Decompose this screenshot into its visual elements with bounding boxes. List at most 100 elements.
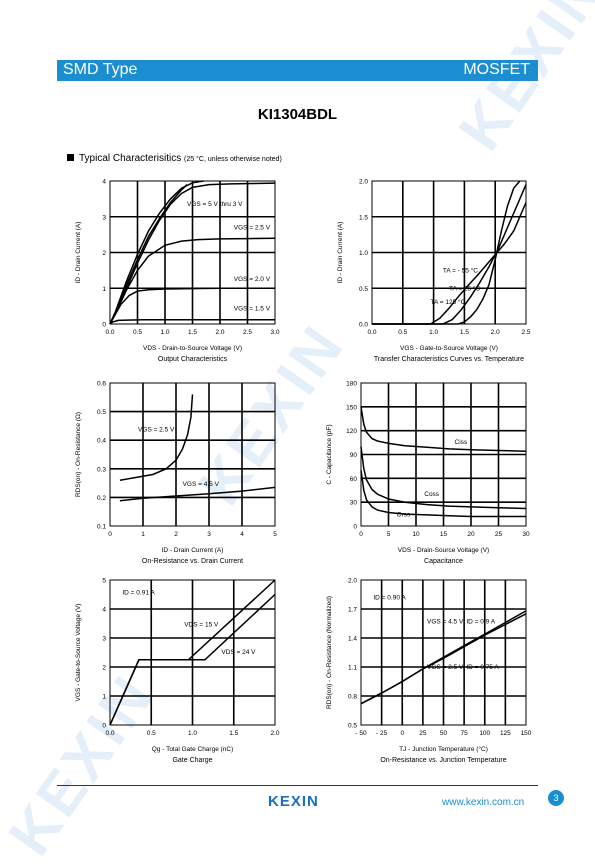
- y-tick-label: 0: [353, 524, 357, 531]
- plot-frame: [109, 180, 276, 325]
- y-tick-label: 0.4: [97, 438, 106, 445]
- curve-label: TA = 25 °C: [449, 284, 481, 292]
- section-heading: Typical Characterisitics (25 °C, unless …: [67, 153, 282, 164]
- curve-label: Coss: [424, 491, 440, 498]
- x-tick-label: 0.5: [398, 329, 407, 336]
- x-tick-label: - 25: [376, 730, 388, 737]
- curve-label: ID = 0.91 A: [122, 590, 155, 597]
- y-tick-label: 2.0: [348, 578, 357, 585]
- part-number: KI1304BDL: [257, 106, 338, 123]
- x-tick-label: - 50: [355, 730, 367, 737]
- chart-gate: 0.0 0.5 1.0 1.5 2.0 0 1 2 3 4 5 Qg - Total Gate Cha…: [60, 570, 290, 775]
- series-line: [372, 202, 527, 325]
- chart-title: On-Resistance vs. Junction Temperature: [380, 757, 506, 764]
- y-tick-label: 0.6: [97, 381, 106, 388]
- y-tick-label: 2: [102, 250, 106, 257]
- y-tick-label: 1.1: [348, 665, 357, 672]
- curve-label: VGS = 2.0 V: [234, 276, 271, 283]
- y-tick-label: 2: [102, 665, 106, 672]
- y-tick-label: 120: [346, 428, 357, 435]
- x-axis-label: VGS - Gate-to-Source Voltage (V): [400, 345, 498, 352]
- x-tick-label: 2: [174, 531, 178, 538]
- chart-title: Gate Charge: [172, 757, 212, 764]
- curve-label: VDS = 24 V: [221, 649, 256, 656]
- x-tick-label: 4: [240, 531, 244, 538]
- x-tick-label: 0.0: [105, 329, 114, 336]
- x-axis-label: TJ - Junction Temperature (°C): [399, 745, 488, 753]
- series-line: [109, 287, 275, 325]
- x-tick-label: 2.5: [243, 329, 252, 336]
- x-tick-label: 0.5: [133, 329, 142, 336]
- page-number: 3: [548, 790, 564, 806]
- y-tick-label: 5: [102, 578, 106, 585]
- y-axis-label: ID - Drain Current (A): [75, 222, 82, 284]
- y-axis-label: RDS(on) - On-Resistance (Normalized): [326, 596, 333, 709]
- website-link[interactable]: www.kexin.com.cn: [442, 797, 525, 808]
- series-line: [109, 182, 276, 325]
- x-tick-label: 2.5: [521, 329, 530, 336]
- chart-transfer: 0.0 0.5 1.0 1.5 2.0 2.5 0.0 0.5 1.0 1.5 2.0 VGS - G…: [305, 170, 545, 375]
- section-title: Typical Characterisitics: [79, 153, 182, 164]
- y-tick-label: 4: [102, 179, 106, 186]
- x-tick-label: 5: [273, 531, 277, 538]
- y-tick-label: 0.5: [348, 723, 357, 730]
- x-tick-label: 20: [467, 531, 475, 538]
- y-tick-label: 180: [346, 381, 357, 388]
- chart-onres: 0 1 2 3 4 5 0.1 0.2 0.3 0.4 0.5 0.6 ID - Drain Curre…: [60, 372, 290, 577]
- header-category: MOSFET: [463, 61, 530, 78]
- x-axis-label: ID - Drain Current (A): [162, 547, 224, 554]
- x-tick-label: 5: [387, 531, 391, 538]
- plot-frame: [360, 382, 527, 527]
- curve-label: TA = 125 °C: [431, 298, 466, 306]
- square-bullet-icon: [67, 154, 74, 161]
- chart-title: Transfer Characteristics Curves vs. Temp…: [374, 356, 524, 363]
- y-tick-label: 0.8: [348, 694, 357, 701]
- y-axis-label: RDS(on) - On-Resistance (Ω): [75, 412, 82, 497]
- y-tick-label: 30: [350, 500, 358, 507]
- x-tick-label: 100: [479, 730, 490, 737]
- x-tick-label: 25: [495, 531, 503, 538]
- curve-label: VGS = 4.5 V: [183, 481, 220, 488]
- curve-label: VGS = 2.5 V: [234, 224, 271, 231]
- series-line: [360, 446, 527, 510]
- curve-label: VGS = 2.5 V: [138, 427, 175, 434]
- header-type: SMD Type: [63, 61, 138, 78]
- y-tick-label: 0: [102, 723, 106, 730]
- section-note: (25 °C, unless otherwise noted): [184, 156, 282, 163]
- curve-label: VGS = 5 V thru 3 V: [187, 201, 243, 208]
- curve-label: VGS = 1.5 V: [234, 305, 271, 312]
- x-tick-label: 150: [521, 730, 532, 737]
- y-tick-label: 0.3: [97, 466, 106, 473]
- y-tick-label: 0.2: [97, 495, 106, 502]
- y-tick-label: 150: [346, 404, 357, 411]
- series-line: [109, 593, 276, 726]
- x-tick-label: 1.0: [188, 730, 197, 737]
- x-tick-label: 0.0: [367, 329, 376, 336]
- y-tick-label: 1: [102, 286, 106, 293]
- curve-label: VDS = 15 V: [184, 621, 219, 628]
- y-axis-label: VGS - Gate-to-Source Voltage (V): [75, 604, 82, 702]
- y-tick-label: 0.5: [359, 286, 368, 293]
- chart-output: 0.0 0.5 1.0 1.5 2.0 2.5 3.0 0 1 2 3 4 VDS - Drain-to…: [60, 170, 290, 375]
- chart-rtemp: - 50 - 25 0 25 50 75 100 125 150 0.5 0.8 1.1 1.4 1.7 2…: [305, 570, 545, 775]
- x-tick-label: 1.5: [229, 730, 238, 737]
- x-tick-label: 30: [522, 531, 530, 538]
- x-tick-label: 125: [500, 730, 511, 737]
- x-tick-label: 0.5: [147, 730, 156, 737]
- x-tick-label: 75: [461, 730, 469, 737]
- plot-frame: [109, 579, 276, 726]
- x-axis-label: VDS - Drain-Source Voltage (V): [398, 547, 489, 554]
- series-line: [360, 406, 527, 453]
- series-line: [109, 318, 275, 325]
- x-tick-label: 0: [359, 531, 363, 538]
- x-tick-label: 1: [141, 531, 145, 538]
- curve-label: Crss: [397, 511, 411, 518]
- y-tick-label: 1.7: [348, 607, 357, 614]
- series-line: [360, 470, 526, 518]
- y-tick-label: 90: [350, 452, 358, 459]
- x-tick-label: 50: [440, 730, 448, 737]
- chart-title: On-Resistance vs. Drain Current: [142, 558, 243, 565]
- y-tick-label: 2.0: [359, 179, 368, 186]
- x-tick-label: 1.0: [160, 329, 169, 336]
- x-tick-label: 2.0: [270, 730, 279, 737]
